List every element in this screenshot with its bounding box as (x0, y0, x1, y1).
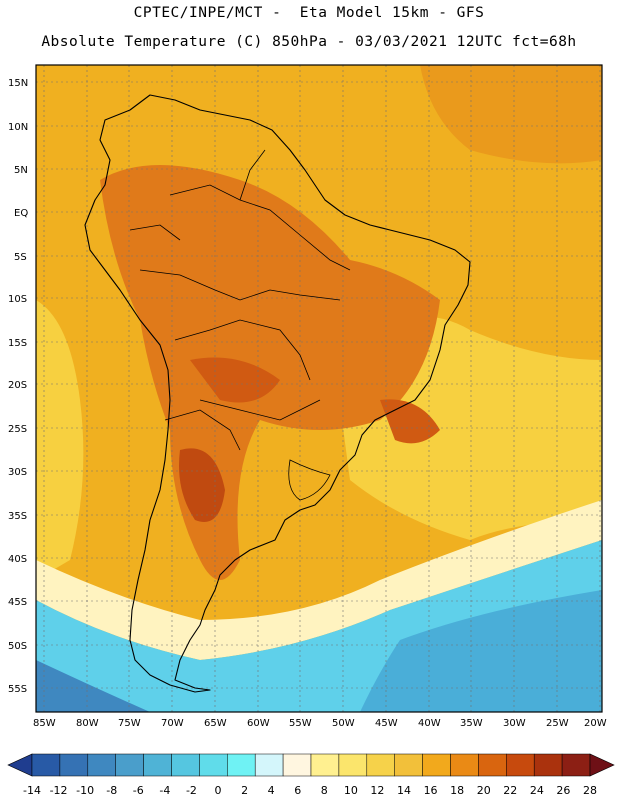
lon-label: 55W (289, 718, 312, 729)
temperature-field (36, 65, 602, 712)
colorbar-cell (533, 753, 563, 777)
lat-label: EQ (14, 208, 28, 219)
field-very-hot-chaco (190, 357, 280, 403)
lat-label: 40S (8, 554, 27, 565)
colorbar-cell (394, 753, 423, 777)
graticule (36, 65, 602, 712)
field-cool-band (36, 500, 602, 660)
lat-label: 20S (8, 380, 27, 391)
colorbar-cell (254, 753, 284, 777)
colorbar-tick-label: -6 (133, 784, 144, 797)
colorbar-tick-label: -12 (50, 784, 68, 797)
lat-label: 10S (8, 294, 27, 305)
lon-label: 65W (204, 718, 227, 729)
colorbar-tick-label: 0 (215, 784, 222, 797)
title-line-1: CPTEC/INPE/MCT - Eta Model 15km - GFS (133, 5, 485, 21)
colorbar-cell (31, 753, 61, 777)
colorbar-cell (310, 753, 340, 777)
colorbar-cell (450, 753, 479, 777)
lon-label: 35W (460, 718, 483, 729)
colorbar-tick-label: 14 (397, 784, 411, 797)
colorbar-cell (143, 753, 172, 777)
colorbar-tick-label: 28 (583, 784, 597, 797)
colorbar-cell (478, 753, 507, 777)
colorbar-tick-label: -8 (106, 784, 117, 797)
lat-label: 5S (14, 252, 27, 263)
colorbar-cell (561, 753, 591, 777)
lon-label: 80W (76, 718, 99, 729)
colorbar-cell (199, 753, 228, 777)
lon-label: 70W (161, 718, 184, 729)
colorbar-tick-label: 8 (321, 784, 328, 797)
colorbar-tick-label: 2 (241, 784, 248, 797)
lon-label: 30W (503, 718, 526, 729)
lon-label: 20W (584, 718, 607, 729)
colorbar-arrow-high (589, 753, 615, 777)
lat-label: 15S (8, 338, 27, 349)
lat-label: 55S (8, 684, 27, 695)
lat-label: 5N (14, 165, 28, 176)
lat-label: 10N (8, 122, 28, 133)
lat-label: 15N (8, 78, 28, 89)
colorbar-cell (338, 753, 368, 777)
colorbar-tick-label: 20 (477, 784, 491, 797)
colorbar: -14 -12 -10 -8 -6 -4 -2 0 2 4 6 8 10 12 14 16 18 20 22 24 26… (7, 753, 615, 797)
colorbar-tick-label: 22 (503, 784, 517, 797)
lat-label: 25S (8, 424, 27, 435)
colorbar-tick-label: -2 (186, 784, 197, 797)
lon-label: 25W (546, 718, 569, 729)
colorbar-tick-label: 26 (556, 784, 570, 797)
colorbar-ticks: -14 -12 -10 -8 -6 -4 -2 0 2 4 6 8 10 12 14 16 18 20 22 24 26… (23, 784, 597, 797)
lon-label: 75W (118, 718, 141, 729)
lat-label: 35S (8, 511, 27, 522)
colorbar-tick-label: 10 (344, 784, 358, 797)
colorbar-cell (59, 753, 89, 777)
colorbar-cell (366, 753, 395, 777)
colorbar-cell (422, 753, 451, 777)
latitude-labels: 15N 10N 5N EQ 5S 10S 15S 20S 25S 30S 35S… (8, 78, 28, 695)
colorbar-tick-label: -14 (23, 784, 41, 797)
colorbar-tick-label: 4 (268, 784, 275, 797)
lat-label: 45S (8, 597, 27, 608)
lon-label: 50W (332, 718, 355, 729)
colorbar-cell (87, 753, 116, 777)
temperature-map: 15N 10N 5N EQ 5S 10S 15S 20S 25S 30S 35S… (8, 64, 607, 729)
lat-label: 30S (8, 467, 27, 478)
colorbar-cell (227, 753, 256, 777)
field-colder-sw (36, 660, 150, 712)
lon-label: 40W (418, 718, 441, 729)
colorbar-arrow-low (7, 753, 33, 777)
colorbar-tick-label: 12 (370, 784, 384, 797)
field-colder-se (360, 590, 602, 712)
title-line-2: Absolute Temperature (C) 850hPa - 03/03/… (41, 34, 577, 50)
colorbar-tick-label: -4 (159, 784, 170, 797)
lon-label: 60W (247, 718, 270, 729)
colorbar-cell (282, 753, 312, 777)
field-mild-pacific (36, 300, 84, 580)
colorbar-tick-label: 24 (530, 784, 544, 797)
lon-label: 85W (33, 718, 56, 729)
colorbar-tick-label: 16 (424, 784, 438, 797)
lon-label: 45W (375, 718, 398, 729)
coastline (84, 94, 471, 693)
field-hot-ne (420, 65, 602, 164)
colorbar-cell (115, 753, 144, 777)
colorbar-tick-label: -10 (76, 784, 94, 797)
colorbar-cell (171, 753, 200, 777)
colorbar-cells (7, 753, 615, 777)
longitude-labels: 85W 80W 75W 70W 65W 60W 55W 50W 45W 40W … (33, 718, 607, 729)
map-frame (35, 64, 603, 713)
field-very-hot-argentina (179, 448, 225, 522)
colorbar-tick-label: 18 (450, 784, 464, 797)
colorbar-cell (506, 753, 535, 777)
country-borders (129, 149, 351, 501)
lat-label: 50S (8, 641, 27, 652)
colorbar-tick-label: 6 (294, 784, 301, 797)
